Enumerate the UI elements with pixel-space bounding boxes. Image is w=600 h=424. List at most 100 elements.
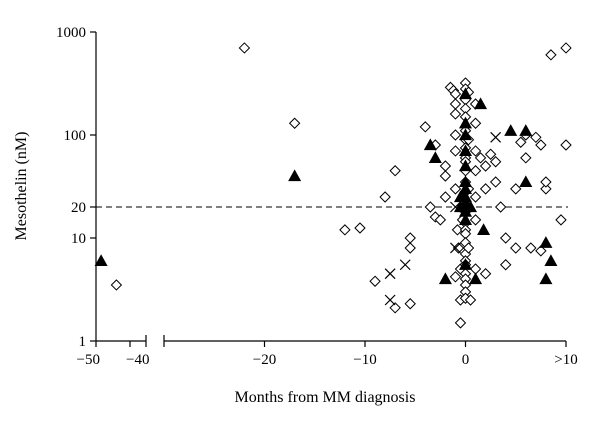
diamond-point [474, 152, 487, 164]
diamond-point [489, 156, 502, 168]
cross-point [450, 242, 461, 254]
cross-point [450, 201, 461, 213]
diamond-point [469, 214, 482, 226]
diamond-point [530, 131, 542, 144]
triangle-point [458, 144, 473, 157]
y-tick-label: 100 [64, 128, 87, 144]
y-tick-label: 10 [71, 231, 86, 247]
triangle-point [458, 128, 473, 141]
triangle-point [288, 169, 302, 182]
diamond-point [494, 201, 507, 213]
y-tick-label: 20 [71, 200, 86, 216]
cross-stroke [384, 294, 396, 306]
diamond-point [449, 98, 462, 110]
diamond-point [489, 176, 502, 188]
diamond-point [389, 302, 401, 314]
diamond-point [464, 294, 477, 306]
triangle-point [464, 200, 478, 213]
diamond-point [469, 191, 482, 203]
cross-stroke [450, 242, 461, 254]
triangle-point [539, 236, 553, 248]
cross-stroke [399, 259, 411, 271]
diamond-point [449, 129, 462, 141]
cross-stroke [450, 201, 461, 213]
y-axis-label: Mesothelin (nM) [13, 132, 30, 241]
diamond-point [560, 139, 572, 151]
diamond-point [389, 165, 401, 177]
x-tick-label: −40 [126, 352, 149, 368]
triangle-point [544, 254, 558, 266]
diamond-point [369, 275, 381, 287]
diamond-point [419, 121, 432, 133]
diamond-point [449, 145, 462, 157]
triangle-point [519, 175, 533, 188]
x-tick-label: 0 [462, 352, 470, 368]
diamond-point [434, 214, 447, 226]
triangle-point [428, 151, 442, 163]
triangle-point [458, 159, 473, 172]
diamond-point [404, 242, 416, 254]
triangle-point [539, 272, 553, 285]
diamond-point [452, 242, 465, 254]
diamond-point [499, 232, 512, 244]
data-marks [94, 42, 572, 329]
cross-point [490, 131, 502, 143]
diamond-point [545, 49, 557, 61]
diamond-point [510, 242, 522, 254]
diamond-point [379, 191, 391, 203]
diamond-point [560, 42, 572, 54]
triangle-point [477, 223, 491, 235]
diamond-point [454, 317, 467, 329]
triangle-point [519, 124, 533, 136]
cross-point [384, 268, 396, 280]
diamond-point [451, 224, 464, 236]
triangle-point [474, 97, 488, 110]
diamond-point [555, 214, 567, 226]
triangle-point [469, 272, 483, 285]
x-axis-label: Months from MM diagnosis [235, 389, 416, 406]
x-tick-label: >10 [554, 352, 577, 368]
diamond-point [515, 136, 527, 148]
axes: 1 10 20 100 1000 −50 −40 −20 −10 0 >10 [56, 25, 578, 368]
diamond-point [479, 268, 492, 280]
diamond-point [540, 183, 552, 195]
triangle-point [423, 138, 437, 151]
diamond-point [449, 108, 462, 120]
cross-point [399, 259, 411, 271]
diamond-point [354, 222, 366, 234]
diamond-point [439, 191, 452, 203]
diamond-point [479, 183, 492, 195]
diamond-point [484, 148, 497, 160]
diamond-point [439, 170, 452, 182]
triangle-point [458, 258, 473, 270]
diamond-point [540, 176, 552, 188]
x-tick-label: −20 [253, 352, 276, 368]
cross-stroke [490, 131, 502, 143]
cross-stroke [384, 268, 396, 280]
y-tick-label: 1 [79, 334, 87, 350]
diamond-point [535, 139, 547, 151]
diamond-point [424, 201, 437, 213]
y-tick-label: 1000 [56, 25, 86, 41]
diamond-point [449, 271, 462, 283]
diamond-point [439, 160, 452, 172]
diamond-point [510, 183, 522, 195]
diamond-point [525, 242, 537, 254]
cross-point [384, 294, 396, 306]
diamond-point [469, 165, 482, 177]
diamond-point [462, 242, 475, 254]
triangle-point [94, 254, 108, 266]
diamond-point [404, 298, 416, 310]
triangle-point [438, 272, 452, 285]
diamond-point [449, 183, 462, 195]
triangle-point [504, 124, 518, 136]
diamond-point [479, 160, 492, 172]
diamond-point [238, 42, 251, 54]
diamond-point [404, 232, 416, 244]
triangle-point [458, 116, 473, 129]
diamond-point [288, 117, 301, 129]
diamond-point [469, 145, 482, 157]
diamond-point [110, 279, 123, 291]
diamond-point [520, 152, 532, 164]
